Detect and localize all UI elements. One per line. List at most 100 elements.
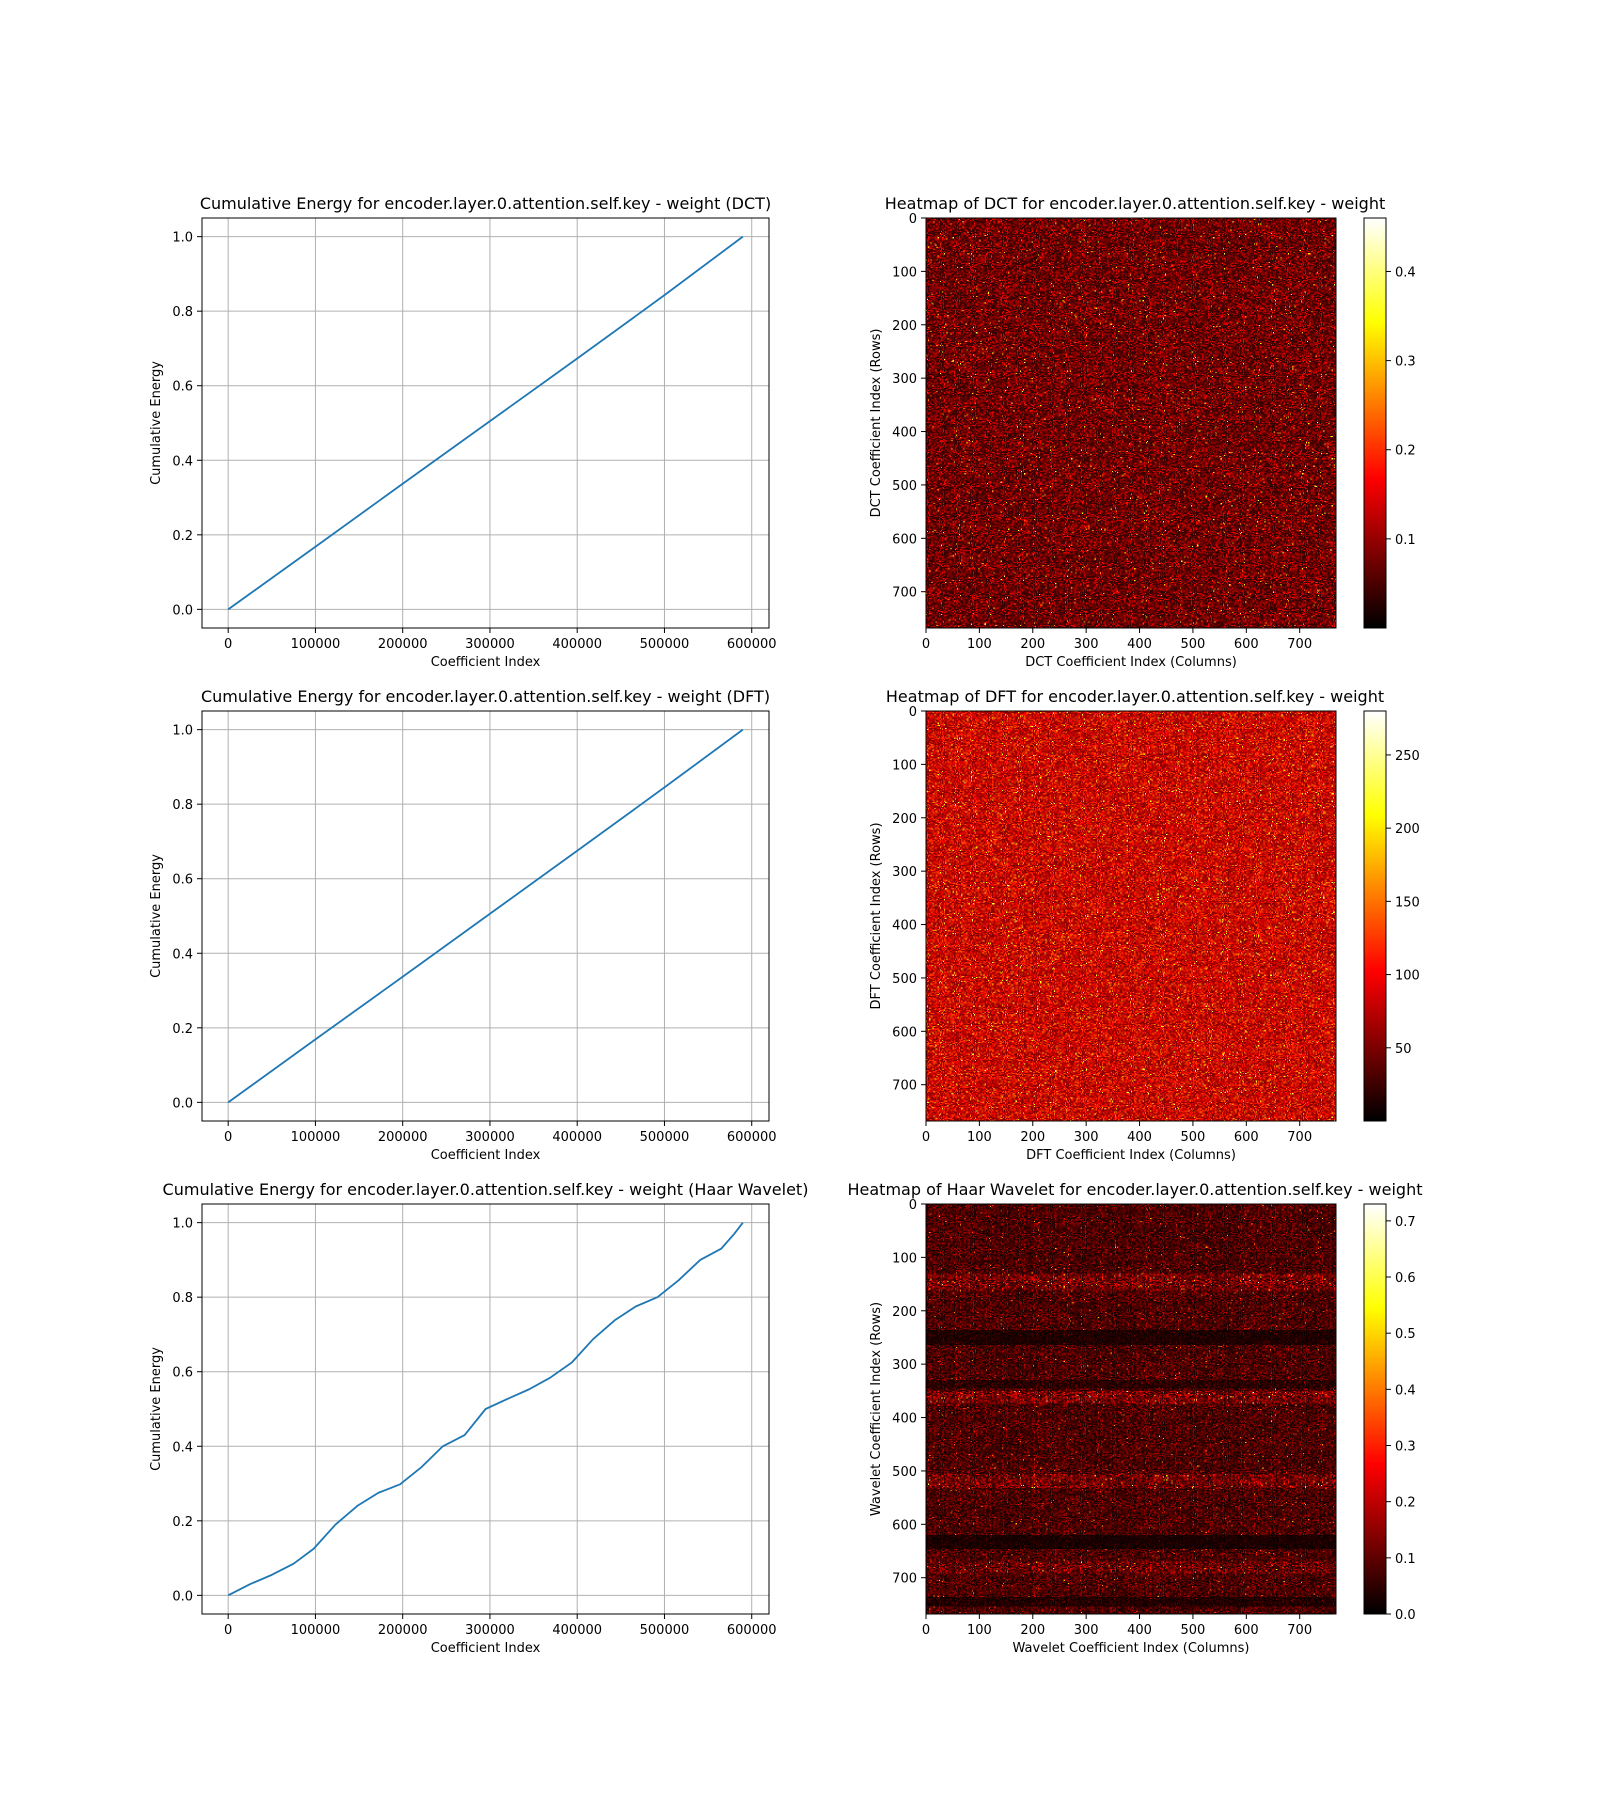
y-tick-label: 400: [892, 919, 917, 934]
y-tick-label: 0.0: [172, 603, 193, 618]
x-tick-label: 500: [1181, 1130, 1206, 1145]
y-tick-label: 0.2: [172, 1022, 193, 1037]
colorbar-tick-label: 150: [1395, 895, 1420, 910]
chart-title: Cumulative Energy for encoder.layer.0.at…: [201, 687, 770, 706]
x-axis-label: DCT Coefficient Index (Columns): [1025, 655, 1237, 670]
y-tick-label: 500: [892, 479, 917, 494]
y-tick-label: 200: [892, 812, 917, 827]
x-tick-label: 100: [967, 1623, 992, 1638]
x-tick-label: 400: [1127, 1130, 1152, 1145]
chart-title: Cumulative Energy for encoder.layer.0.at…: [200, 194, 771, 213]
y-tick-label: 100: [892, 758, 917, 773]
x-tick-label: 600: [1234, 1623, 1259, 1638]
line-chart-0: [197, 217, 770, 633]
y-tick-label: 600: [892, 532, 917, 547]
colorbar-tick-label: 0.1: [1395, 1552, 1416, 1567]
colorbar-tick-label: 0.0: [1395, 1608, 1416, 1623]
heatmap-image: [926, 1204, 1336, 1614]
colorbar-tick-label: 0.3: [1395, 1440, 1416, 1455]
chart-title: Heatmap of Haar Wavelet for encoder.laye…: [848, 1180, 1423, 1199]
x-tick-label: 600000: [727, 1130, 777, 1145]
colorbar-tick-label: 0.6: [1395, 1271, 1416, 1286]
heatmap-image: [926, 711, 1336, 1121]
colorbar: [1364, 218, 1386, 628]
x-tick-label: 700: [1287, 1623, 1312, 1638]
x-tick-label: 400000: [552, 637, 602, 652]
x-tick-label: 300: [1074, 1623, 1099, 1638]
x-axis-label: Coefficient Index: [431, 655, 541, 670]
x-tick-label: 200000: [378, 1623, 428, 1638]
y-tick-label: 300: [892, 372, 917, 387]
y-tick-label: 500: [892, 972, 917, 987]
y-tick-label: 700: [892, 586, 917, 601]
series-line: [227, 728, 744, 1104]
x-tick-label: 100000: [291, 637, 341, 652]
x-tick-label: 400000: [552, 1623, 602, 1638]
y-tick-label: 0: [909, 212, 917, 227]
heatmap-chart-3: [921, 710, 1391, 1126]
series-line: [227, 235, 744, 611]
colorbar-tick-label: 50: [1395, 1042, 1412, 1057]
x-tick-label: 600000: [727, 637, 777, 652]
heatmap-chart-1: [921, 217, 1391, 633]
colorbar-frame: [1363, 1203, 1387, 1615]
y-tick-label: 400: [892, 426, 917, 441]
y-tick-label: 100: [892, 1251, 917, 1266]
x-tick-label: 500000: [640, 637, 690, 652]
y-tick-label: 0.2: [172, 529, 193, 544]
x-tick-label: 300000: [465, 1623, 515, 1638]
x-tick-label: 600000: [727, 1623, 777, 1638]
x-tick-label: 0: [922, 1130, 930, 1145]
plot-frame: [925, 710, 1337, 1122]
colorbar-tick-label: 0.4: [1395, 1383, 1416, 1398]
colorbar-tick-label: 0.3: [1395, 355, 1416, 370]
x-tick-label: 500000: [640, 1623, 690, 1638]
x-tick-label: 0: [224, 637, 232, 652]
y-axis-label: Wavelet Coefficient Index (Rows): [869, 1302, 884, 1516]
colorbar-tick-label: 0.1: [1395, 533, 1416, 548]
y-tick-label: 200: [892, 1305, 917, 1320]
plot-frame: [925, 1203, 1337, 1615]
y-axis-label: Cumulative Energy: [149, 854, 164, 978]
y-axis-label: Cumulative Energy: [149, 361, 164, 485]
colorbar: [1364, 711, 1386, 1121]
x-tick-label: 500000: [640, 1130, 690, 1145]
y-axis-label: DFT Coefficient Index (Rows): [869, 822, 884, 1009]
x-tick-label: 300: [1074, 637, 1099, 652]
y-tick-label: 0.8: [172, 1291, 193, 1306]
y-tick-label: 400: [892, 1412, 917, 1427]
plot-frame: [201, 710, 770, 1122]
x-tick-label: 500: [1181, 1623, 1206, 1638]
x-tick-label: 100000: [291, 1623, 341, 1638]
y-tick-label: 0: [909, 705, 917, 720]
y-tick-label: 0.8: [172, 798, 193, 813]
x-tick-label: 200000: [378, 637, 428, 652]
colorbar-tick-label: 200: [1395, 822, 1420, 837]
x-tick-label: 300: [1074, 1130, 1099, 1145]
x-tick-label: 400000: [552, 1130, 602, 1145]
heatmap-chart-5: [921, 1203, 1391, 1619]
y-tick-label: 300: [892, 865, 917, 880]
x-tick-label: 100000: [291, 1130, 341, 1145]
chart-title: Cumulative Energy for encoder.layer.0.at…: [163, 1180, 809, 1199]
y-tick-label: 300: [892, 1358, 917, 1373]
y-tick-label: 500: [892, 1465, 917, 1480]
line-chart-4: [197, 1203, 770, 1619]
y-tick-label: 200: [892, 319, 917, 334]
y-tick-label: 0.4: [172, 454, 193, 469]
x-axis-label: Coefficient Index: [431, 1148, 541, 1163]
colorbar-tick-label: 100: [1395, 969, 1420, 984]
colorbar-frame: [1363, 217, 1387, 629]
x-tick-label: 300000: [465, 1130, 515, 1145]
y-tick-label: 700: [892, 1079, 917, 1094]
y-axis-label: DCT Coefficient Index (Rows): [869, 329, 884, 518]
y-tick-label: 100: [892, 265, 917, 280]
x-tick-label: 0: [224, 1623, 232, 1638]
x-tick-label: 0: [922, 637, 930, 652]
x-axis-label: Coefficient Index: [431, 1641, 541, 1656]
y-axis-label: Cumulative Energy: [149, 1347, 164, 1471]
x-tick-label: 600: [1234, 1130, 1259, 1145]
x-tick-label: 200: [1020, 637, 1045, 652]
x-tick-label: 400: [1127, 637, 1152, 652]
